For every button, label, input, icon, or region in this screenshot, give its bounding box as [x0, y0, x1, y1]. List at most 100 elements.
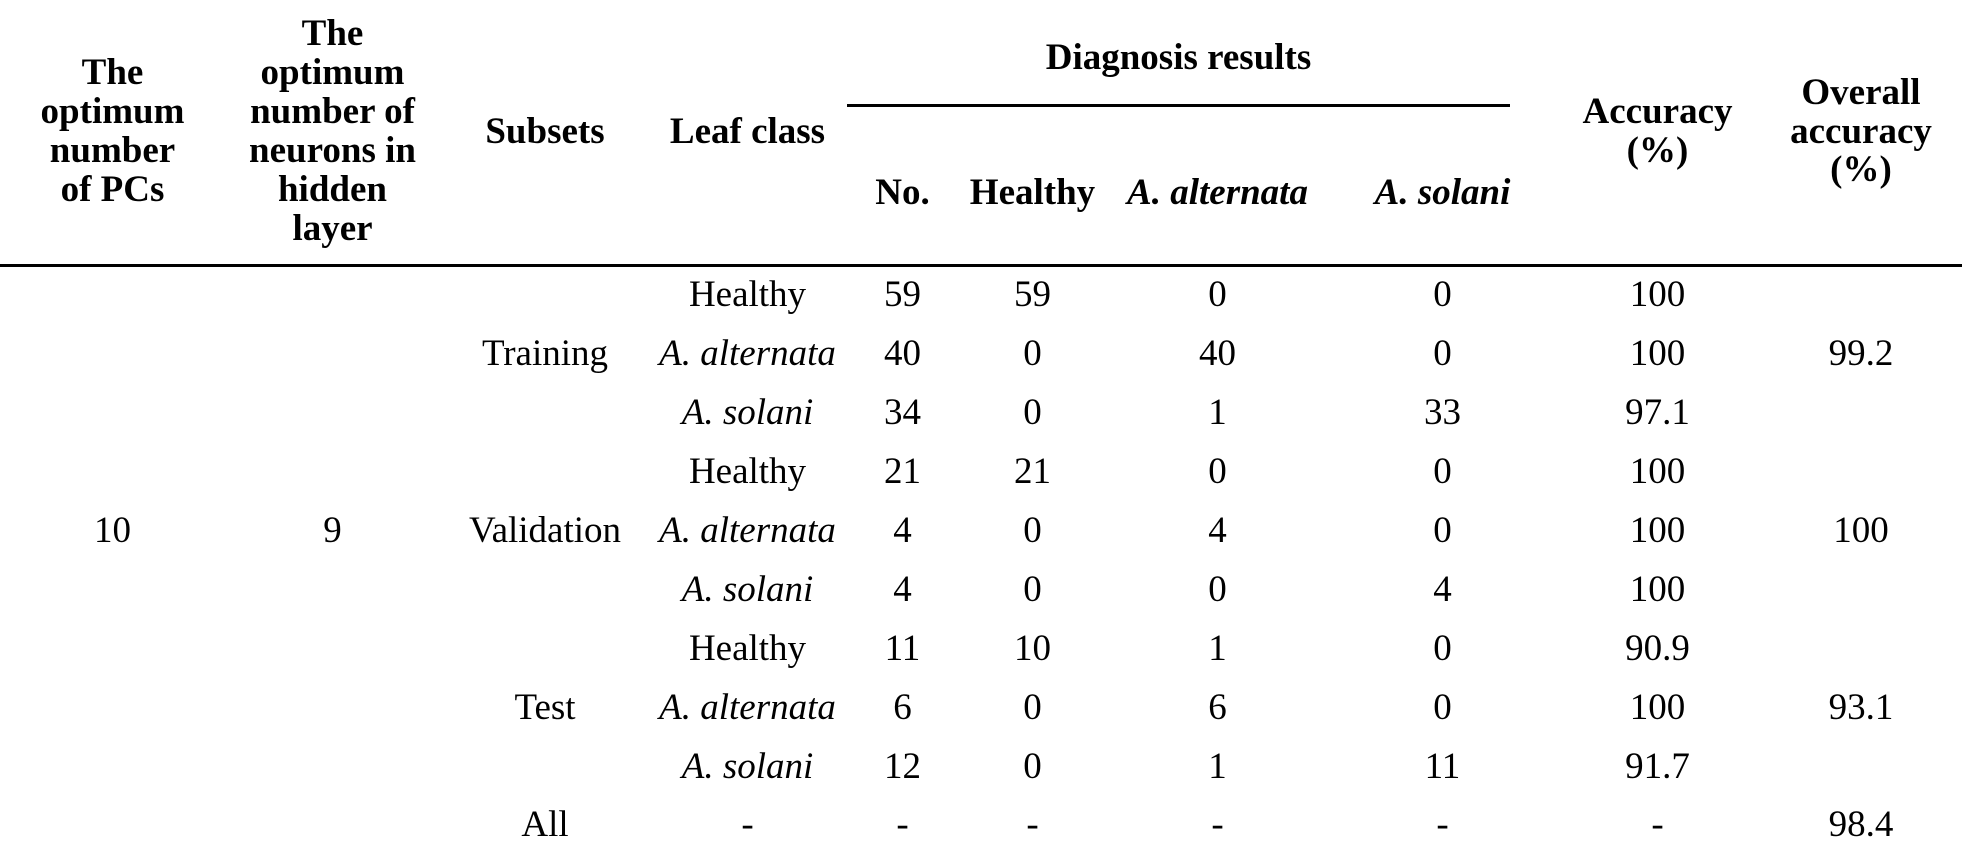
healthy-cell: 0: [1023, 745, 1042, 787]
table-row: Test Healthy 11 10 1 0 90.9 93.1: [0, 620, 1962, 727]
accuracy-cell: -: [1555, 796, 1760, 849]
solani-cell: 4: [1433, 568, 1452, 610]
leaf-class-cell: A. alternata: [659, 686, 836, 728]
table-row: A. alternata 6 0 6 0 100: [0, 679, 1962, 738]
solani-cell: 0: [1433, 627, 1452, 669]
leaf-class-cell: A. solani: [681, 745, 814, 787]
table-row: Validation Healthy 21 21 0 0 100 100: [0, 443, 1962, 550]
header-optimum-pcs: The optimum number of PCs: [40, 52, 185, 210]
table-header: The optimum number of PCs The optimum nu…: [0, 0, 1962, 266]
healthy-cell: 0: [1023, 509, 1042, 551]
header-overall-accuracy: Overall accuracy (%): [1790, 71, 1932, 191]
healthy-cell: 0: [1023, 332, 1042, 374]
accuracy-cell: 90.9: [1625, 627, 1690, 669]
overall-accuracy-validation: 100: [1833, 509, 1889, 551]
healthy-cell: 0: [1023, 568, 1042, 610]
neurons-value: 9: [225, 264, 440, 797]
accuracy-cell: 97.1: [1625, 391, 1690, 433]
subset-all: All: [440, 796, 650, 849]
header-row-2: No. Healthy A. alternata A. solani: [0, 166, 1962, 266]
table-row: A. alternata 40 0 40 0 100: [0, 325, 1962, 384]
alternata-cell: 4: [1208, 509, 1227, 551]
healthy-cell: 0: [1023, 686, 1042, 728]
header-diagnosis-results-group: Diagnosis results: [845, 0, 1555, 166]
accuracy-cell: 100: [1629, 509, 1686, 551]
table-row: A. solani 34 0 1 33 97.1: [0, 384, 1962, 443]
table-row: A. alternata 4 0 4 0 100: [0, 502, 1962, 561]
no-cell: 4: [893, 568, 912, 610]
healthy-cell: 10: [1014, 627, 1051, 669]
no-cell: 59: [845, 264, 960, 325]
solani-cell: 0: [1433, 686, 1452, 728]
header-subsets: Subsets: [485, 110, 605, 152]
solani-cell: -: [1330, 796, 1555, 849]
empty-cell: [0, 796, 225, 849]
solani-cell: 0: [1330, 264, 1555, 325]
leaf-class-cell: -: [650, 796, 845, 849]
alternata-cell: 40: [1199, 332, 1236, 374]
solani-cell: 0: [1433, 332, 1452, 374]
subheader-a-alternata: A. alternata: [1127, 171, 1308, 213]
leaf-class-cell: Healthy: [688, 627, 807, 669]
table-row-all: All - - - - - - 98.4: [0, 796, 1962, 849]
no-cell: -: [845, 796, 960, 849]
accuracy-cell: 91.7: [1625, 745, 1690, 787]
accuracy-cell: 100: [1629, 332, 1686, 374]
no-cell: 4: [893, 509, 912, 551]
leaf-class-cell: A. solani: [681, 391, 814, 433]
healthy-cell: 0: [1023, 391, 1042, 433]
solani-cell: 33: [1424, 391, 1461, 433]
leaf-class-cell: A. alternata: [659, 332, 836, 374]
no-cell: 11: [884, 627, 921, 669]
diagnosis-results-label: Diagnosis results: [847, 38, 1510, 107]
subheader-no: No.: [875, 171, 930, 213]
subheader-a-solani: A. solani: [1374, 171, 1511, 213]
table-row: A. solani 12 0 1 11 91.7: [0, 738, 1962, 797]
no-cell: 34: [884, 391, 921, 433]
accuracy-cell: 100: [1629, 686, 1686, 728]
subset-test: Test: [514, 686, 576, 728]
leaf-class-cell: Healthy: [688, 450, 807, 492]
accuracy-cell: 100: [1629, 450, 1686, 492]
header-optimum-neurons: The optimum number of neurons in hidden …: [249, 13, 416, 249]
header-accuracy: Accuracy (%): [1582, 91, 1733, 172]
healthy-cell: -: [960, 796, 1105, 849]
no-cell: 40: [884, 332, 921, 374]
alternata-cell: 0: [1208, 568, 1227, 610]
leaf-class-cell: A. alternata: [659, 509, 836, 551]
solani-cell: 0: [1433, 509, 1452, 551]
healthy-cell: 59: [960, 264, 1105, 325]
overall-accuracy-training: 99.2: [1760, 264, 1962, 443]
header-row-1: The optimum number of PCs The optimum nu…: [0, 0, 1962, 248]
alternata-cell: 1: [1208, 391, 1227, 433]
no-cell: 6: [893, 686, 912, 728]
accuracy-cell: 100: [1555, 264, 1760, 325]
pcs-value: 10: [0, 264, 225, 797]
overall-accuracy-test: 93.1: [1828, 686, 1894, 728]
alternata-cell: 0: [1105, 264, 1330, 325]
table-row: A. solani 4 0 0 4 100: [0, 561, 1962, 620]
table-body: 10 9 Training Healthy 59 59 0 0 100 99.2…: [0, 264, 1962, 849]
subset-training: Training: [440, 264, 650, 443]
solani-cell: 0: [1433, 450, 1452, 492]
alternata-cell: 0: [1208, 450, 1227, 492]
no-cell: 12: [884, 745, 921, 787]
overall-accuracy-all: 98.4: [1760, 796, 1962, 849]
subheader-healthy: Healthy: [969, 171, 1096, 213]
alternata-cell: -: [1105, 796, 1330, 849]
alternata-cell: 6: [1208, 686, 1227, 728]
leaf-class-cell: A. solani: [681, 568, 814, 610]
subset-validation: Validation: [468, 509, 622, 551]
accuracy-cell: 100: [1629, 568, 1686, 610]
healthy-cell: 21: [1014, 450, 1051, 492]
no-cell: 21: [884, 450, 921, 492]
solani-cell: 11: [1424, 745, 1461, 787]
alternata-cell: 1: [1208, 627, 1227, 669]
alternata-cell: 1: [1208, 745, 1227, 787]
leaf-class-cell: Healthy: [650, 264, 845, 325]
header-leaf-class: Leaf class: [669, 110, 826, 152]
table-row: 10 9 Training Healthy 59 59 0 0 100 99.2: [0, 264, 1962, 797]
empty-cell: [225, 796, 440, 849]
